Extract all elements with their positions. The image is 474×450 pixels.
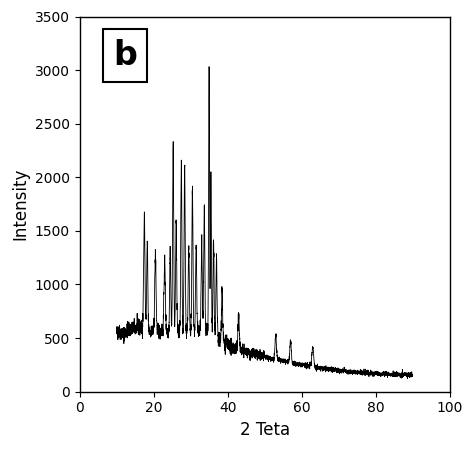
Y-axis label: Intensity: Intensity: [11, 168, 29, 240]
X-axis label: 2 Teta: 2 Teta: [239, 421, 290, 439]
Text: b: b: [113, 39, 137, 72]
